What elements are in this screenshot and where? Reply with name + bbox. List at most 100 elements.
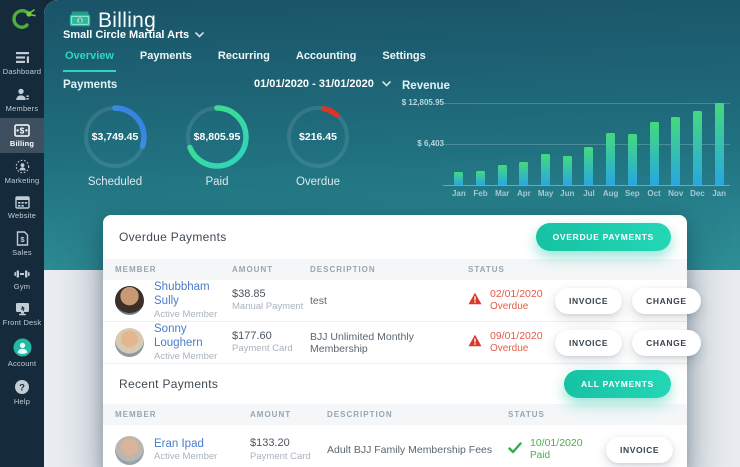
month-label: Apr (517, 189, 531, 198)
page-title: Billing (98, 9, 157, 32)
scheduled-label: Scheduled (87, 176, 143, 188)
revenue-bar (497, 165, 507, 185)
revenue-heading: Revenue (402, 80, 450, 92)
payment-method: Manual Payment (232, 301, 304, 313)
sidebar-item-account[interactable]: Account (0, 332, 44, 373)
sidebar-item-billing[interactable]: $ Billing (0, 118, 44, 153)
recent-section-head: Recent Payments ALL PAYMENTS (103, 364, 687, 404)
sidebar-item-label: Marketing (4, 176, 40, 185)
dashboard-icon (15, 50, 30, 65)
tab-settings[interactable]: Settings (382, 50, 426, 62)
sidebar-item-front-desk[interactable]: Front Desk (0, 296, 44, 332)
sidebar-item-label: Gym (13, 282, 31, 291)
members-icon (15, 87, 30, 102)
month-label: Jan (451, 189, 466, 198)
member-name-link[interactable]: Shubbham Sully (154, 281, 210, 308)
front-desk-icon (15, 302, 30, 316)
payment-method: Payment Card (250, 450, 311, 462)
sidebar-item-website[interactable]: Website (0, 190, 44, 225)
payments-heading: Payments (63, 79, 118, 91)
member-status: Active Member (154, 308, 218, 320)
org-selector[interactable]: Small Circle Martial Arts (63, 29, 204, 41)
org-name: Small Circle Martial Arts (63, 29, 190, 41)
col-member: MEMBER (115, 265, 157, 274)
sidebar-item-label: Website (7, 211, 37, 220)
col-description: DESCRIPTION (327, 410, 393, 419)
revenue-bar (627, 134, 637, 185)
sidebar-item-sales[interactable]: $ Sales (0, 225, 44, 262)
sidebar-item-label: Front Desk (2, 318, 42, 327)
payment-description: BJJ Unlimited Monthly Membership (310, 330, 414, 355)
payment-amount: $38.85 (232, 287, 266, 300)
status-date: 10/01/2020 (530, 437, 583, 450)
avatar (115, 286, 144, 316)
tab-payments[interactable]: Payments (139, 50, 192, 62)
avatar (115, 435, 144, 465)
tab-bar: Overview Payments Recurring Accounting S… (63, 48, 428, 72)
main-content: $ Billing Small Circle Martial Arts Over… (44, 0, 740, 467)
donut-chart-scheduled: $3,749.45 (81, 103, 149, 171)
recent-table-header: MEMBER AMOUNT DESCRIPTION STATUS (103, 404, 687, 425)
sidebar-item-label: Sales (12, 248, 32, 257)
payment-description: Adult BJJ Family Membership Fees (327, 444, 493, 456)
sidebar-item-members[interactable]: Members (0, 81, 44, 118)
payment-description: test (310, 294, 327, 307)
status-date: 09/01/2020 (490, 329, 543, 342)
marketing-icon (15, 159, 30, 174)
sidebar: Dashboard Members $ Billing Marketing (0, 0, 44, 467)
sidebar-item-label: Help (13, 397, 31, 406)
tab-overview[interactable]: Overview (63, 48, 116, 72)
chevron-down-icon (195, 29, 204, 41)
member-name-link[interactable]: Sonny Loughern (154, 323, 203, 350)
col-status: STATUS (468, 265, 505, 274)
status-label: Overdue (490, 342, 529, 354)
month-label: May (537, 189, 554, 198)
payment-amount: $177.60 (232, 329, 272, 342)
revenue-bar (584, 146, 594, 185)
revenue-bar (671, 117, 681, 185)
tab-accounting[interactable]: Accounting (295, 50, 357, 62)
invoice-button[interactable]: INVOICE (555, 329, 623, 356)
change-button[interactable]: CHANGE (632, 287, 701, 314)
sidebar-item-label: Account (7, 359, 37, 368)
donut-scheduled: $3,749.45 Scheduled (81, 103, 149, 188)
invoice-button[interactable]: INVOICE (606, 437, 674, 463)
date-range-selector[interactable]: 01/01/2020 - 31/01/2020 (254, 78, 391, 90)
member-status: Active Member (154, 350, 218, 362)
app-logo[interactable] (0, 0, 44, 44)
account-icon (13, 338, 32, 357)
month-label: Mar (495, 189, 510, 198)
revenue-bar (454, 172, 464, 185)
revenue-bar (541, 154, 551, 185)
svg-text:$: $ (20, 127, 25, 136)
all-payments-button[interactable]: ALL PAYMENTS (564, 370, 671, 398)
y-tick-mid: $ 6,403 (417, 139, 444, 148)
sidebar-item-help[interactable]: ? Help (0, 373, 44, 411)
month-label: Dec (690, 189, 705, 198)
warning-icon (468, 292, 482, 310)
sidebar-item-gym[interactable]: Gym (0, 262, 44, 296)
overdue-payments-button[interactable]: OVERDUE PAYMENTS (535, 223, 671, 251)
invoice-button[interactable]: INVOICE (555, 287, 623, 314)
sidebar-item-label: Dashboard (2, 67, 42, 76)
donut-paid: $8,805.95 Paid (183, 103, 251, 188)
member-name-link[interactable]: Eran Ipad (154, 437, 204, 450)
avatar (115, 328, 144, 358)
donut-chart-paid: $8,805.95 (183, 103, 251, 171)
page-head: $ Billing (69, 9, 156, 33)
revenue-bar (476, 171, 486, 185)
payment-amount: $133.20 (250, 436, 290, 449)
table-row: Eran Ipad Active Member $133.20 Payment … (103, 425, 687, 467)
paid-label: Paid (205, 176, 229, 188)
paid-amount: $8,805.95 (193, 131, 241, 143)
sidebar-item-marketing[interactable]: Marketing (0, 153, 44, 190)
month-label: Oct (647, 189, 661, 198)
tab-recurring[interactable]: Recurring (217, 50, 270, 62)
month-label: Jul (583, 189, 595, 198)
revenue-bar (519, 161, 529, 185)
change-button[interactable]: CHANGE (632, 329, 701, 356)
sidebar-item-dashboard[interactable]: Dashboard (0, 44, 44, 81)
revenue-bar (606, 132, 616, 185)
member-status: Active Member (154, 451, 218, 463)
